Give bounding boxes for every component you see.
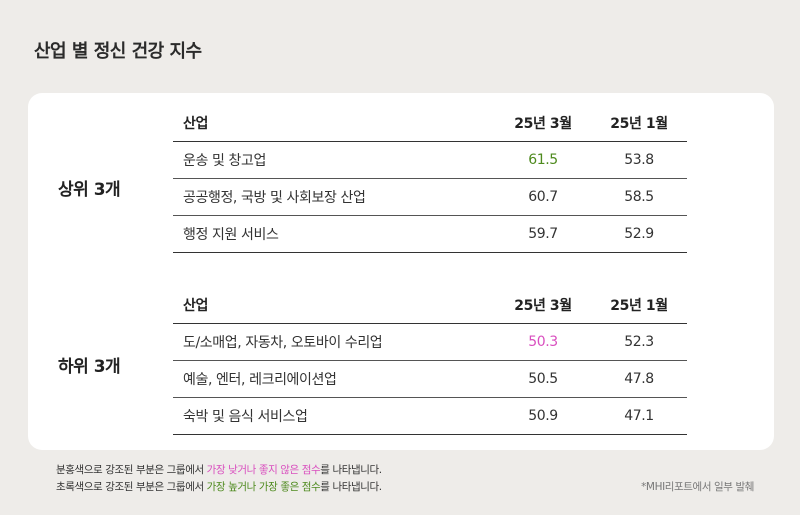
table-header-row: 산업 25년 3월 25년 1월 (173, 105, 687, 142)
green-note-text: 초록색으로 강조된 부분은 그룹에서 (56, 481, 207, 493)
table-row: 공공행정, 국방 및 사회보장 산업 60.7 58.5 (173, 179, 687, 216)
pink-note-suffix: 를 나타냅니다. (320, 464, 381, 476)
pink-note: 분홍색으로 강조된 부분은 그룹에서 가장 낮거나 좋지 않은 점수를 나타냅니… (56, 462, 382, 479)
industry-name: 행정 지원 서비스 (173, 216, 495, 253)
source-note: *MHI리포트에서 일부 발췌 (641, 479, 754, 494)
jan25-value: 47.1 (591, 398, 687, 435)
jan25-value: 52.3 (591, 324, 687, 361)
header-mar25: 25년 3월 (495, 105, 591, 142)
header-industry: 산업 (173, 287, 495, 324)
header-industry: 산업 (173, 105, 495, 142)
industry-name: 숙박 및 음식 서비스업 (173, 398, 495, 435)
bottom-industries-table: 산업 25년 3월 25년 1월 도/소매업, 자동차, 오토바이 수리업 50… (173, 287, 687, 435)
mar25-value: 59.7 (495, 216, 591, 253)
mar25-value: 61.5 (495, 142, 591, 179)
table-row: 도/소매업, 자동차, 오토바이 수리업 50.3 52.3 (173, 324, 687, 361)
top-industries-table: 산업 25년 3월 25년 1월 운송 및 창고업 61.5 53.8 공공행정… (173, 105, 687, 253)
bottom-group-label: 하위 3개 (58, 352, 120, 377)
top-group-label: 상위 3개 (58, 175, 120, 200)
green-note-highlight-1: 가장 높거나 (207, 481, 256, 493)
table-row: 행정 지원 서비스 59.7 52.9 (173, 216, 687, 253)
table-header-row: 산업 25년 3월 25년 1월 (173, 287, 687, 324)
industry-name: 예술, 엔터, 레크리에이션업 (173, 361, 495, 398)
green-note: 초록색으로 강조된 부분은 그룹에서 가장 높거나 가장 좋은 점수를 나타냅니… (56, 479, 382, 496)
mar25-value: 50.9 (495, 398, 591, 435)
header-mar25: 25년 3월 (495, 287, 591, 324)
table-row: 숙박 및 음식 서비스업 50.9 47.1 (173, 398, 687, 435)
industry-name: 공공행정, 국방 및 사회보장 산업 (173, 179, 495, 216)
green-note-suffix: 를 나타냅니다. (320, 481, 381, 493)
page-title: 산업 별 정신 건강 지수 (34, 37, 202, 63)
pink-note-highlight: 가장 낮거나 좋지 않은 점수 (207, 464, 321, 476)
green-note-highlight-2: 가장 좋은 점수 (259, 481, 320, 493)
legend-notes: 분홍색으로 강조된 부분은 그룹에서 가장 낮거나 좋지 않은 점수를 나타냅니… (56, 462, 382, 496)
index-card: 상위 3개 산업 25년 3월 25년 1월 운송 및 창고업 61.5 53.… (28, 93, 774, 450)
jan25-value: 58.5 (591, 179, 687, 216)
pink-note-text: 분홍색으로 강조된 부분은 그룹에서 (56, 464, 207, 476)
jan25-value: 52.9 (591, 216, 687, 253)
header-jan25: 25년 1월 (591, 287, 687, 324)
industry-name: 도/소매업, 자동차, 오토바이 수리업 (173, 324, 495, 361)
mar25-value: 50.5 (495, 361, 591, 398)
table-row: 운송 및 창고업 61.5 53.8 (173, 142, 687, 179)
mar25-value: 50.3 (495, 324, 591, 361)
header-jan25: 25년 1월 (591, 105, 687, 142)
table-row: 예술, 엔터, 레크리에이션업 50.5 47.8 (173, 361, 687, 398)
mar25-value: 60.7 (495, 179, 591, 216)
jan25-value: 53.8 (591, 142, 687, 179)
industry-name: 운송 및 창고업 (173, 142, 495, 179)
jan25-value: 47.8 (591, 361, 687, 398)
